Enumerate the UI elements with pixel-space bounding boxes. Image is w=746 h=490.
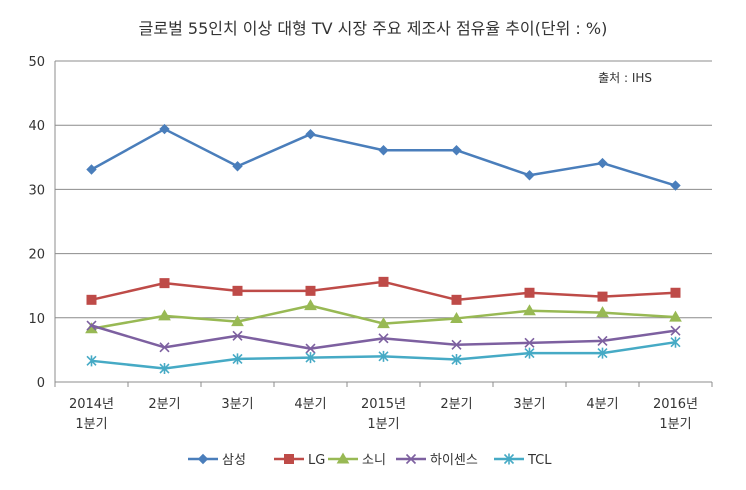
data-point <box>231 315 244 327</box>
data-point <box>304 299 317 311</box>
data-point <box>232 353 243 365</box>
legend-marker <box>336 452 350 464</box>
series-layer <box>85 123 682 375</box>
legend-marker <box>197 453 209 465</box>
series-2 <box>85 299 682 334</box>
data-point <box>159 278 170 289</box>
chart-title: 글로벌 55인치 이상 대형 TV 시장 주요 제조사 점유율 추이(단위 : … <box>139 19 608 38</box>
source-note: 출처 : IHS <box>598 71 652 85</box>
data-point <box>159 123 170 135</box>
series-4 <box>86 336 681 375</box>
x-tick-label: 4분기 <box>586 397 618 412</box>
data-point <box>524 337 535 348</box>
data-point <box>86 294 97 305</box>
data-point <box>451 354 462 366</box>
data-point <box>378 333 389 344</box>
data-point <box>378 276 389 287</box>
legend-label: 삼성 <box>222 453 246 468</box>
data-point <box>597 335 608 346</box>
legend-marker <box>405 453 417 465</box>
data-point <box>596 306 609 318</box>
x-tick-label: 2016년 <box>653 397 698 412</box>
data-point <box>524 170 535 181</box>
x-tick-label: 1분기 <box>75 417 107 432</box>
data-point <box>305 352 316 364</box>
data-point <box>86 320 97 331</box>
axes: 0 10 20 30 40 50 2014년 1분기 2분기 3분기 4분기 2015년 1분기 2분기 3… <box>28 55 713 432</box>
data-point <box>524 347 535 359</box>
legend-label: 소니 <box>362 453 386 468</box>
series-0 <box>86 123 681 191</box>
data-point <box>232 285 243 296</box>
x-tick-label: 2분기 <box>148 397 180 412</box>
series-1 <box>86 276 681 305</box>
x-tick-label: 3분기 <box>221 397 253 412</box>
data-point <box>597 157 608 169</box>
y-tick-label: 30 <box>28 183 45 198</box>
data-point <box>378 145 389 156</box>
data-point <box>86 355 97 367</box>
data-point <box>378 350 389 362</box>
data-point <box>159 342 170 353</box>
legend-label: LG <box>308 453 325 468</box>
data-point <box>159 363 170 375</box>
series-3 <box>86 320 681 354</box>
x-tick-label: 3분기 <box>513 397 545 412</box>
data-point <box>451 145 462 156</box>
data-point <box>670 325 681 336</box>
data-point <box>451 294 462 305</box>
data-point <box>670 336 681 348</box>
legend-item: LG <box>274 453 325 468</box>
data-point <box>305 285 316 296</box>
data-point <box>377 317 390 329</box>
data-point <box>450 311 463 323</box>
y-tick-label: 10 <box>28 312 45 327</box>
y-tick-label: 50 <box>28 55 45 70</box>
data-point <box>451 339 462 350</box>
x-tick-label: 2014년 <box>69 397 114 412</box>
series-line <box>91 324 676 350</box>
legend-marker <box>503 453 515 465</box>
x-tick-label: 1분기 <box>367 417 399 432</box>
data-point <box>597 347 608 359</box>
data-point <box>305 343 316 354</box>
legend-label: TCL <box>527 453 552 468</box>
data-point <box>305 128 316 140</box>
data-point <box>232 161 243 172</box>
x-tick-label: 2분기 <box>440 397 472 412</box>
legend-item: 하이센스 <box>396 453 478 468</box>
data-point <box>158 309 171 321</box>
legend-item: 삼성 <box>188 453 246 468</box>
data-point <box>670 180 681 191</box>
y-tick-label: 20 <box>28 248 45 263</box>
data-point <box>524 287 535 298</box>
data-point <box>86 164 97 175</box>
data-point <box>670 287 681 298</box>
x-tick-label: 1분기 <box>659 417 691 432</box>
data-point <box>523 304 536 316</box>
data-point <box>232 330 243 341</box>
y-tick-label: 0 <box>37 376 45 391</box>
y-tick-label: 40 <box>28 119 45 134</box>
legend-label: 하이센스 <box>430 453 478 468</box>
legend-item: TCL <box>494 453 552 468</box>
data-point <box>669 310 682 322</box>
legend: 삼성 LG 소니 하이센스 TCL <box>188 452 552 468</box>
legend-marker <box>284 454 294 464</box>
x-tick-label: 2015년 <box>361 397 406 412</box>
x-tick-label: 4분기 <box>294 397 326 412</box>
data-point <box>597 291 608 302</box>
legend-item: 소니 <box>328 452 386 468</box>
series-line <box>90 127 676 187</box>
